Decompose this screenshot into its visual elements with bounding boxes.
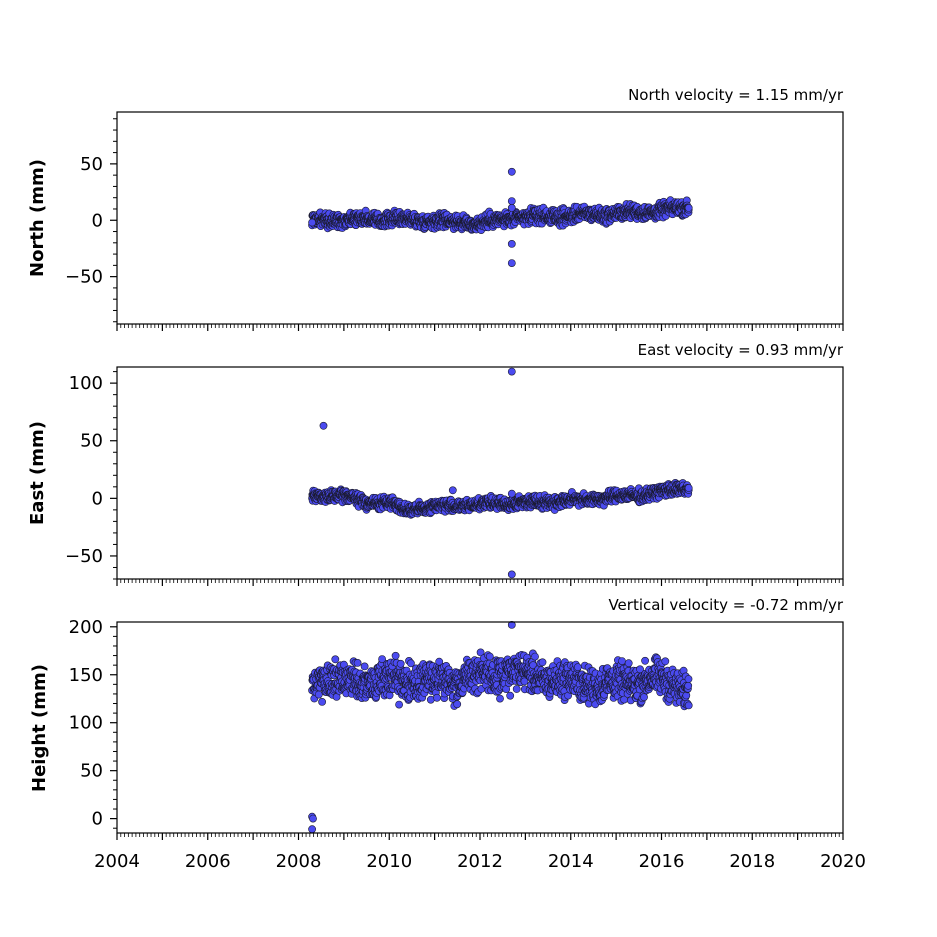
height-outlier-point (308, 825, 316, 834)
xtick-label: 2016 (639, 851, 685, 872)
east-velocity-title: East velocity = 0.93 mm/yr (638, 341, 844, 359)
panel-north: North velocity = 1.15 mm/yr North (mm) 5… (27, 86, 844, 331)
height-ylabel: Height (mm) (29, 664, 50, 792)
east-ytick-label: 100 (69, 373, 103, 394)
height-data-point (512, 685, 521, 693)
east-ytick-label: 50 (80, 431, 103, 452)
north-ylabel: North (mm) (27, 159, 48, 277)
east-axes: 100 50 0 −50 (65, 366, 844, 586)
height-data-point (624, 659, 633, 668)
height-ytick-label: 150 (69, 665, 103, 686)
height-data-point (433, 693, 441, 702)
north-outlier-point (507, 167, 516, 176)
height-data-point (453, 700, 462, 709)
north-outlier-point (507, 239, 516, 248)
north-ytick-label: 50 (80, 154, 103, 175)
height-data-point (684, 681, 693, 690)
panel-height: Vertical velocity = -0.72 mm/yr Height (… (29, 596, 866, 872)
height-data-point (353, 659, 362, 667)
height-outlier-point (309, 814, 317, 823)
vertical-velocity-title: Vertical velocity = -0.72 mm/yr (608, 596, 843, 614)
north-outlier-point (507, 197, 516, 205)
height-data-point (331, 655, 340, 664)
xtick-label: 2010 (366, 851, 412, 872)
xtick-label: 2012 (457, 851, 503, 872)
east-outlier-point (507, 570, 516, 579)
north-ytick-label: −50 (65, 267, 103, 288)
height-data-point (318, 698, 326, 706)
xtick-label: 2014 (548, 851, 594, 872)
height-ytick-label: 200 (69, 617, 103, 638)
height-data-point (485, 652, 494, 661)
east-markers (308, 367, 693, 579)
east-ylabel: East (mm) (27, 421, 48, 525)
xtick-label: 2004 (94, 851, 140, 872)
height-data-point (684, 675, 693, 683)
height-data-point (496, 694, 504, 703)
xtick-label: 2006 (185, 851, 231, 872)
height-data-point (573, 663, 582, 672)
panel-east: East velocity = 0.93 mm/yr East (mm) 100… (27, 341, 844, 586)
height-data-point (661, 657, 670, 666)
height-data-point (640, 693, 648, 702)
height-axes: 200 150 100 50 0 2004 2006 2008 2010 2012 2014 2016… (69, 617, 866, 872)
east-outlier-point (684, 484, 693, 492)
height-ytick-label: 50 (80, 761, 103, 782)
height-ytick-label: 0 (92, 809, 103, 830)
height-data-point (360, 662, 369, 671)
east-ytick-label: −50 (65, 546, 103, 567)
north-outlier-point (308, 218, 316, 227)
height-data-point (618, 657, 626, 665)
east-outlier-point (507, 489, 516, 498)
height-ytick-label: 100 (69, 713, 103, 734)
height-data-point (395, 700, 403, 709)
east-axes-frame (116, 366, 844, 580)
height-data-point (314, 690, 323, 699)
height-data-point (531, 652, 539, 661)
east-ytick-label: 0 (92, 488, 103, 509)
north-outlier-point (684, 203, 693, 212)
east-outlier-point (319, 421, 328, 430)
north-markers (308, 167, 693, 267)
north-ytick-label: 0 (92, 210, 103, 231)
xtick-label: 2008 (276, 851, 322, 872)
height-data-point (391, 651, 400, 660)
north-outlier-point (507, 203, 516, 212)
east-outlier-point (507, 367, 516, 376)
height-data-point (396, 659, 405, 668)
north-velocity-title: North velocity = 1.15 mm/yr (628, 86, 844, 104)
height-data-point (684, 701, 693, 710)
height-data-point (641, 656, 649, 665)
xtick-label: 2020 (820, 851, 866, 872)
height-data-point (538, 658, 547, 667)
height-markers (308, 621, 693, 834)
xtick-label: 2018 (729, 851, 775, 872)
height-data-point (506, 691, 515, 700)
east-outlier-point (448, 486, 457, 495)
north-outlier-point (507, 259, 516, 267)
